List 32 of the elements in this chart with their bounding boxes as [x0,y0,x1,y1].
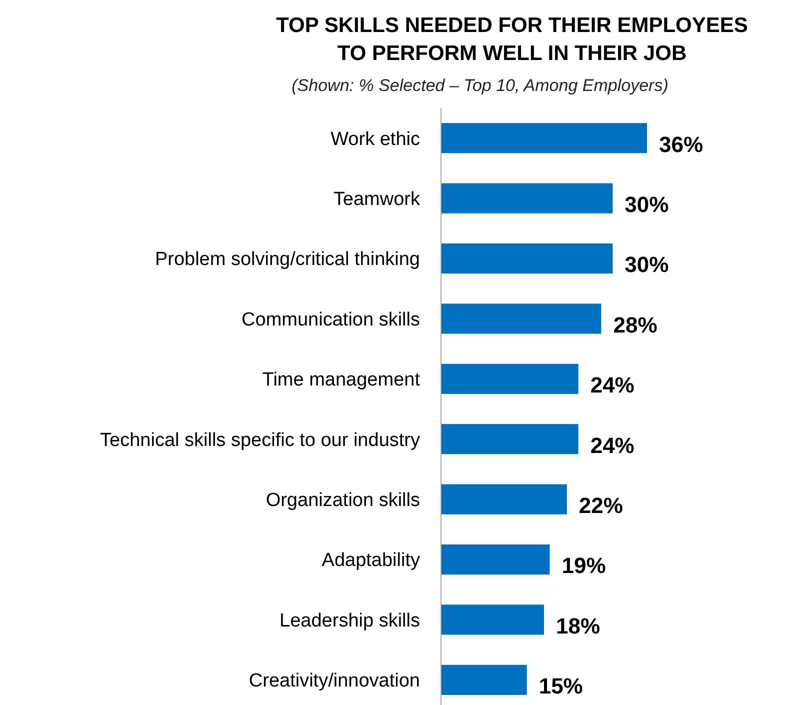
bar [441,604,544,635]
y-tick-label: Communication skills [242,309,420,330]
bar [441,424,578,454]
data-label: 30% [624,252,669,278]
data-label: 18% [556,613,600,638]
bar [441,664,527,695]
y-tick-label: Work ethic [330,128,420,150]
bar [441,243,613,274]
y-tick-label: Problem solving/critical thinking [154,249,420,270]
bar [441,544,550,575]
y-tick-label: Time management [262,370,421,391]
y-tick-label: Adaptability [322,550,420,572]
y-tick-label: Teamwork [333,188,420,210]
chart-title: TOP SKILLS NEEDED FOR THEIR EMPLOYEES TO PERFORM WELL IN THEIR JOB [276,14,748,65]
bar [441,123,647,154]
bar [441,484,567,514]
data-label: 19% [562,553,606,578]
y-tick-label: Technical skills specific to our industry [100,430,420,451]
y-tick-label: Organization skills [266,490,420,511]
data-label: 24% [590,372,634,398]
y-tick-label: Leadership skills [280,610,420,632]
bar [441,183,613,214]
data-label: 24% [590,432,634,458]
data-label: 30% [624,192,669,217]
data-label: 22% [578,493,623,518]
chart-subtitle: (Shown: % Selected – Top 10, Among Employers) [292,76,668,95]
data-label: 15% [538,674,583,699]
data-label: 28% [613,312,658,338]
y-tick-label: Creativity/innovation [248,670,420,692]
bar [441,364,578,394]
bar [441,304,602,334]
data-label: 36% [659,132,704,157]
